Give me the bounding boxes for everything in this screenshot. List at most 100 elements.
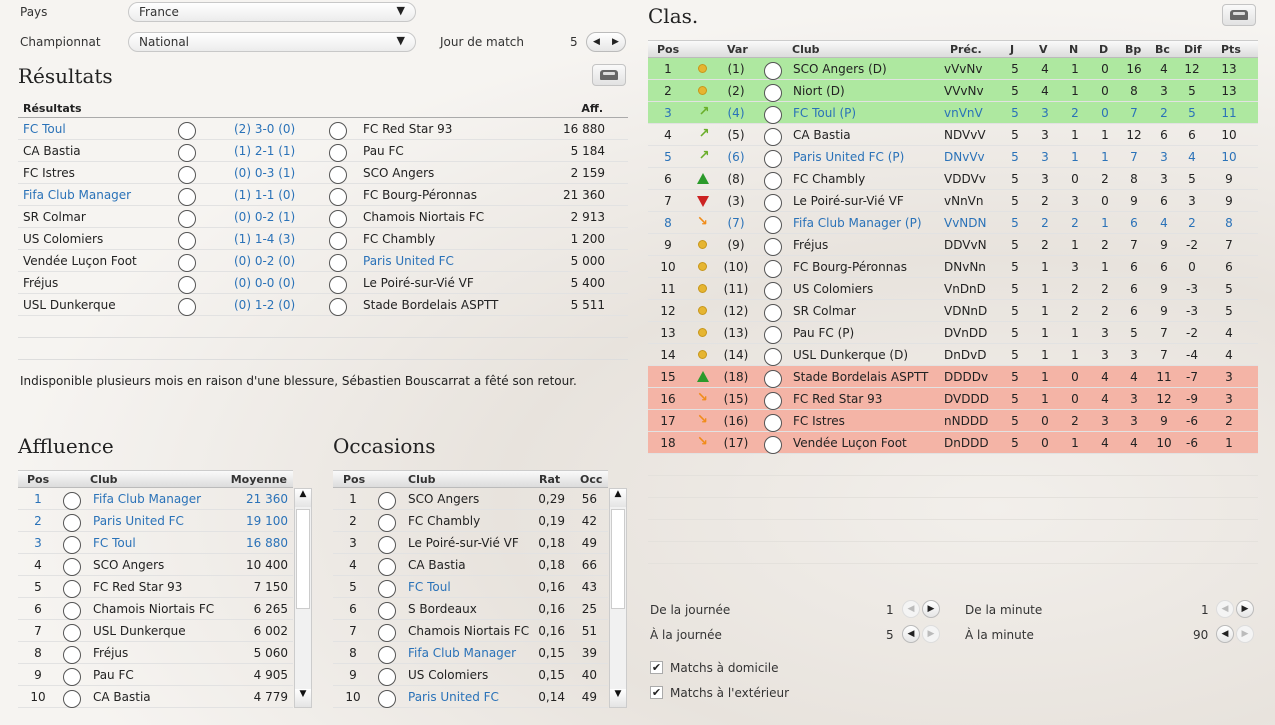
result-score[interactable]: (0) 0-2 (1): [234, 210, 296, 224]
result-score[interactable]: (1) 1-4 (3): [234, 232, 296, 246]
chances-scrollbar[interactable]: ▲ ▼: [609, 488, 627, 708]
attendance-row: 1 Fifa Club Manager 21 360: [18, 488, 293, 510]
standings-dif: -6: [1186, 436, 1198, 450]
next-arrow-icon[interactable]: ▶: [922, 625, 940, 643]
chances-occ-header: Occ: [580, 473, 603, 486]
home-matches-checkbox[interactable]: ✔: [650, 661, 663, 674]
standings-row[interactable]: 18 ↓ (17) Vendée Luçon Foot DnDDD 5 0 1 4 4 10 -6 1: [648, 432, 1258, 454]
standings-row[interactable]: 13 (13) Pau FC (P) DVnDD 5 1 1 3 5 7 -2 4: [648, 322, 1258, 344]
standings-club[interactable]: Pau FC (P): [793, 326, 855, 340]
standings-club[interactable]: Vendée Luçon Foot: [793, 436, 907, 450]
standings-club[interactable]: Paris United FC (P): [793, 150, 905, 164]
result-score[interactable]: (1) 1-1 (0): [234, 188, 296, 202]
standings-options-button[interactable]: [1222, 4, 1256, 26]
standings-row[interactable]: 7 (3) Le Poiré-sur-Vié VF vNnVn 5 2 3 0 9 6 3 9: [648, 190, 1258, 212]
away-matches-checkbox[interactable]: ✔: [650, 686, 663, 699]
standings-row[interactable]: 12 (12) SR Colmar VDNnD 5 1 2 2 6 9 -3 5: [648, 300, 1258, 322]
standings-row[interactable]: 4 ↑ (5) CA Bastia NDVvV 5 3 1 1 12 6 6 10: [648, 124, 1258, 146]
result-score[interactable]: (1) 2-1 (1): [234, 144, 296, 158]
result-home-team[interactable]: Fifa Club Manager: [23, 188, 132, 202]
prev-arrow-icon[interactable]: ◀: [1216, 600, 1234, 618]
result-score[interactable]: (0) 0-0 (0): [234, 276, 296, 290]
chances-club[interactable]: FC Toul: [408, 580, 451, 594]
attendance-club[interactable]: Fifa Club Manager: [93, 492, 202, 506]
standings-pos: 17: [660, 414, 676, 428]
standings-club[interactable]: FC Red Star 93: [793, 392, 883, 406]
standings-club[interactable]: Le Poiré-sur-Vié VF: [793, 194, 904, 208]
country-select[interactable]: France ▼: [128, 2, 416, 22]
attendance-club[interactable]: Paris United FC: [93, 514, 184, 528]
attendance-row: 2 Paris United FC 19 100: [18, 510, 293, 532]
attendance-club[interactable]: FC Toul: [93, 536, 136, 550]
result-score[interactable]: (0) 0-3 (1): [234, 166, 296, 180]
standings-club[interactable]: Niort (D): [793, 84, 845, 98]
standings-row[interactable]: 9 (9) Fréjus DDVvN 5 2 1 2 7 9 -2 7: [648, 234, 1258, 256]
standings-club[interactable]: US Colomiers: [793, 282, 874, 296]
league-label: Championnat: [20, 35, 101, 49]
standings-club[interactable]: Stade Bordelais ASPTT: [793, 370, 929, 384]
results-options-button[interactable]: [592, 64, 626, 86]
result-score[interactable]: (0) 1-2 (0): [234, 298, 296, 312]
standings-d: 3: [1101, 326, 1109, 340]
standings-club[interactable]: USL Dunkerque (D): [793, 348, 909, 362]
standings-row[interactable]: 14 (14) USL Dunkerque (D) DnDvD 5 1 1 3 3 7 -4 4: [648, 344, 1258, 366]
to-day-stepper[interactable]: ◀ ▶: [902, 625, 942, 645]
scroll-up-icon[interactable]: ▲: [610, 489, 626, 507]
standings-row[interactable]: 2 (2) Niort (D) VVvNv 5 4 1 0 8 3 5 13: [648, 80, 1258, 102]
next-arrow-icon[interactable]: ▶: [1236, 625, 1254, 643]
prev-arrow-icon[interactable]: ◀: [1216, 625, 1234, 643]
standings-club[interactable]: Fifa Club Manager (P): [793, 216, 922, 230]
attendance-scrollbar[interactable]: ▲ ▼: [294, 488, 312, 708]
standings-d: 3: [1101, 348, 1109, 362]
scroll-thumb[interactable]: [296, 509, 310, 609]
scroll-down-icon[interactable]: ▼: [610, 689, 626, 707]
result-away-team[interactable]: Paris United FC: [363, 254, 454, 268]
chances-club[interactable]: Paris United FC: [408, 690, 499, 704]
prev-arrow-icon[interactable]: ◀: [902, 600, 920, 618]
result-attendance: 21 360: [563, 188, 605, 202]
standings-club[interactable]: FC Toul (P): [793, 106, 857, 120]
scroll-up-icon[interactable]: ▲: [295, 489, 311, 507]
prev-arrow-icon[interactable]: ◀: [902, 625, 920, 643]
standings-row[interactable]: 11 (11) US Colomiers VnDnD 5 1 2 2 6 9 -3 5: [648, 278, 1258, 300]
chevron-down-icon: ▼: [396, 34, 405, 47]
standings-club[interactable]: FC Bourg-Péronnas: [793, 260, 907, 274]
standings-bp: 8: [1130, 172, 1138, 186]
result-score[interactable]: (0) 0-2 (0): [234, 254, 296, 268]
standings-club[interactable]: CA Bastia: [793, 128, 851, 142]
from-day-stepper[interactable]: ◀ ▶: [902, 600, 942, 620]
standings-club[interactable]: Fréjus: [793, 238, 829, 252]
scroll-thumb[interactable]: [611, 509, 625, 609]
standings-club[interactable]: FC Chambly: [793, 172, 866, 186]
chances-pos: 1: [349, 492, 357, 506]
prev-arrow-icon[interactable]: ◀: [593, 37, 600, 47]
from-min-stepper[interactable]: ◀ ▶: [1216, 600, 1256, 620]
home-club-logo-icon: [178, 232, 196, 250]
next-arrow-icon[interactable]: ▶: [612, 37, 619, 47]
standings-row[interactable]: 8 ↓ (7) Fifa Club Manager (P) VvNDN 5 2 2 1 6 4 2 8: [648, 212, 1258, 234]
matchday-stepper[interactable]: ◀ ▶: [586, 32, 626, 52]
result-home-team[interactable]: FC Toul: [23, 122, 66, 136]
attendance-club: FC Red Star 93: [93, 580, 183, 594]
result-score[interactable]: (2) 3-0 (0): [234, 122, 296, 136]
standings-row[interactable]: 16 ↓ (15) FC Red Star 93 DVDDD 5 1 0 4 3 12 -9 3: [648, 388, 1258, 410]
chances-club[interactable]: Fifa Club Manager: [408, 646, 517, 660]
standings-row[interactable]: 6 (8) FC Chambly VDDVv 5 3 0 2 8 3 5 9: [648, 168, 1258, 190]
standings-row[interactable]: 1 (1) SCO Angers (D) vVvNv 5 4 1 0 16 4 12 13: [648, 58, 1258, 80]
standings-row[interactable]: 17 ↓ (16) FC Istres nNDDD 5 0 2 3 3 9 -6 2: [648, 410, 1258, 432]
next-arrow-icon[interactable]: ▶: [1236, 600, 1254, 618]
standings-club[interactable]: SR Colmar: [793, 304, 856, 318]
standings-dif: 4: [1188, 150, 1196, 164]
scroll-down-icon[interactable]: ▼: [295, 689, 311, 707]
standings-pos: 4: [664, 128, 672, 142]
standings-row[interactable]: 3 ↑ (4) FC Toul (P) vnVnV 5 3 2 0 7 2 5 11: [648, 102, 1258, 124]
standings-v: 3: [1041, 150, 1049, 164]
league-select[interactable]: National ▼: [128, 32, 416, 52]
to-min-stepper[interactable]: ◀ ▶: [1216, 625, 1256, 645]
standings-club[interactable]: SCO Angers (D): [793, 62, 887, 76]
standings-row[interactable]: 10 (10) FC Bourg-Péronnas DNvNn 5 1 3 1 6 6 0 6: [648, 256, 1258, 278]
standings-row[interactable]: 5 ↑ (6) Paris United FC (P) DNvVv 5 3 1 1 7 3 4 10: [648, 146, 1258, 168]
next-arrow-icon[interactable]: ▶: [922, 600, 940, 618]
standings-club[interactable]: FC Istres: [793, 414, 845, 428]
standings-row[interactable]: 15 (18) Stade Bordelais ASPTT DDDDv 5 1 0 4 4 11-…: [648, 366, 1258, 388]
